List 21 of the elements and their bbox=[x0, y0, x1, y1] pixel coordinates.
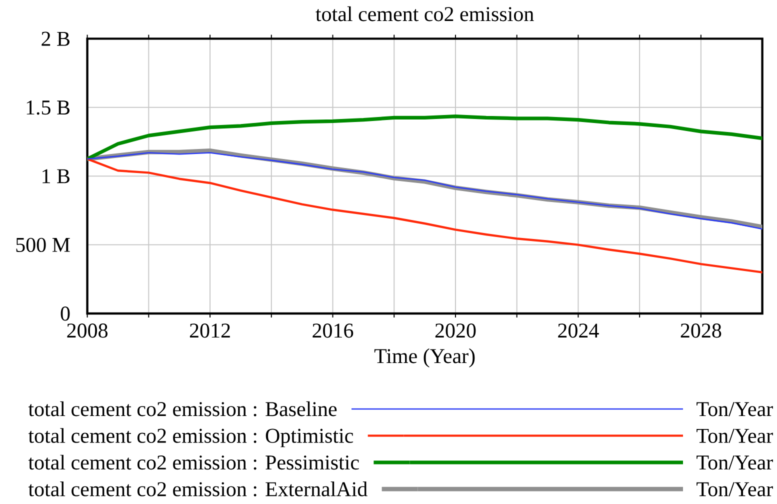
legend-label: total cement co2 emission : Optimistic bbox=[28, 428, 354, 448]
y-tick-label: 0 bbox=[60, 306, 70, 321]
x-tick-label: 2028 bbox=[680, 324, 722, 338]
x-axis-title: Time (Year) bbox=[374, 348, 475, 368]
text: Ton/Year bbox=[696, 482, 773, 496]
legend-label: total cement co2 emission : Pessimistic bbox=[28, 454, 359, 470]
text: Ton/Year bbox=[696, 456, 773, 470]
y-tick-label: 2 B bbox=[42, 32, 70, 46]
y-tick-label: 1 B bbox=[42, 169, 70, 184]
x-tick-label: 2008 bbox=[67, 324, 108, 338]
chart-title: total cement co2 emission bbox=[316, 6, 534, 22]
x-tick-label: 2012 bbox=[190, 324, 230, 338]
y-tick-label: 500 M bbox=[16, 238, 70, 252]
x-tick-label: 2020 bbox=[435, 324, 476, 338]
x-tick-label: 2024 bbox=[558, 324, 599, 338]
text: Ton/Year bbox=[696, 402, 773, 416]
y-tick-label: 1.5 B bbox=[26, 100, 70, 115]
text: Ton/Year bbox=[696, 428, 773, 443]
legend-label: total cement co2 emission : Baseline bbox=[28, 401, 337, 416]
legend-label: total cement co2 emission : ExternalAid bbox=[28, 482, 368, 496]
x-tick-label: 2016 bbox=[312, 324, 354, 338]
